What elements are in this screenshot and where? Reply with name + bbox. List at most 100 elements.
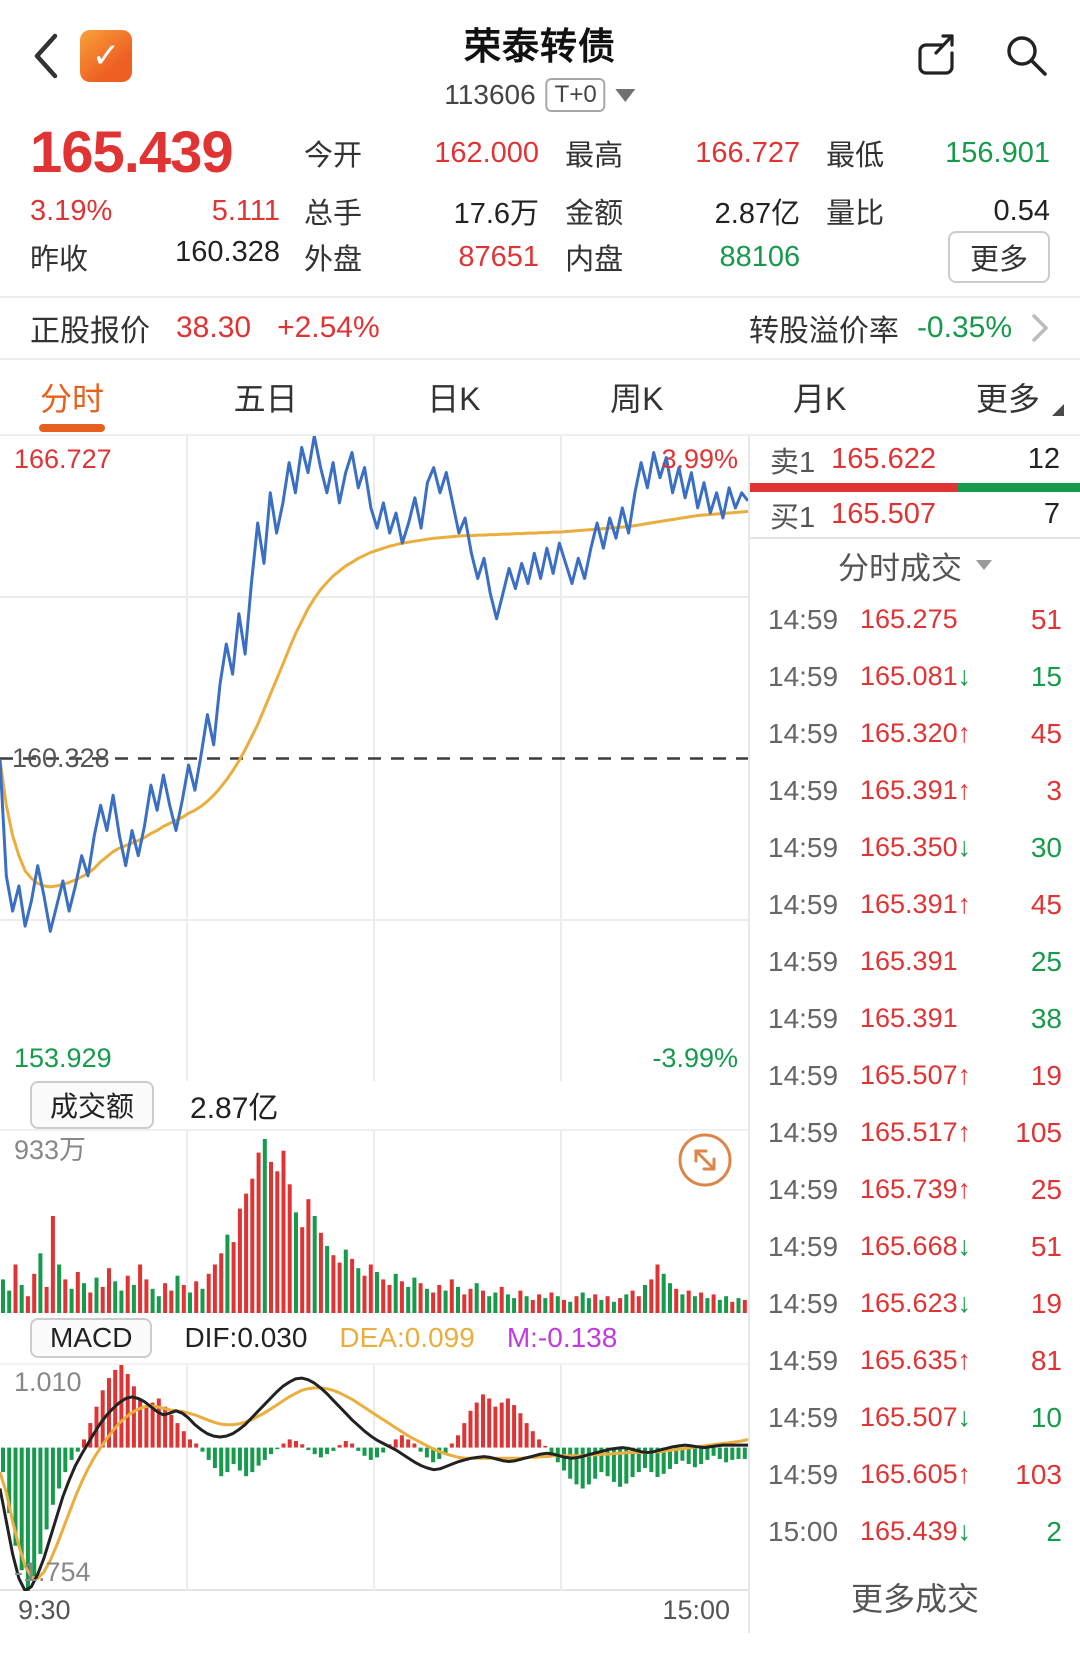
tick-volume: 51 [1030,1230,1062,1262]
tick-list: 14:59 165.275 51 14:59 165.081 ↓ 15 14:59 165.32… [750,591,1080,1560]
macd-indicator-button[interactable]: MACD [30,1318,153,1358]
macd-dea-value: DEA:0.099 [339,1322,475,1353]
search-button[interactable] [1002,31,1050,82]
arrow-up-icon: ↑ [957,1060,972,1090]
tick-volume: 51 [1030,603,1062,635]
tick-time: 15:00 [768,1515,839,1547]
sell-ratio-segment [750,483,958,492]
tick-time: 14:59 [768,1116,839,1148]
label-high: 166.727 [14,444,112,474]
share-icon [918,33,954,75]
volume-chart[interactable]: 933万 [0,1131,748,1313]
more-stats-button[interactable]: 更多 [947,231,1050,283]
chevron-down-icon [976,560,992,570]
tick-row[interactable]: 14:59 165.668 ↓ 51 [750,1218,1080,1275]
tick-row[interactable]: 14:59 165.739 ↑ 25 [750,1161,1080,1218]
tick-time: 14:59 [768,1002,839,1034]
tick-time: 14:59 [768,717,839,749]
macd-svg [0,1365,749,1593]
volume-header: 成交额 2.87亿 [0,1081,748,1131]
arrow-down-icon: ↓ [957,1402,972,1432]
macd-chart[interactable]: 1.010 -1.754 [0,1365,749,1593]
tick-row[interactable]: 14:59 165.605 ↑ 103 [750,1446,1080,1503]
tick-time: 14:59 [768,1344,839,1376]
stat-amount: 金额 2.87亿 [565,198,801,230]
tick-time: 14:59 [768,1230,839,1262]
tick-price: 165.391 [860,1003,958,1033]
stat-high: 最高 166.727 [565,136,801,173]
tick-row[interactable]: 14:59 165.635 ↑ 81 [750,1332,1080,1389]
tick-price: 165.350 [860,832,958,862]
tick-time: 14:59 [768,1059,839,1091]
app-logo-icon[interactable]: ✓ [80,30,132,82]
tick-price: 165.391 [860,946,958,976]
tab-timeshare[interactable]: 分时 [34,360,110,434]
tick-row[interactable]: 14:59 165.391 38 [750,990,1080,1047]
underlying-stock-bar[interactable]: 正股报价 38.30 +2.54% 转股溢价率 -0.35% [0,296,1080,360]
tick-row[interactable]: 14:59 165.391 25 [750,933,1080,990]
prev-close-value: 160.328 [175,236,280,268]
arrow-down-icon: ↓ [957,1288,972,1318]
tick-volume: 2 [1046,1515,1062,1547]
arrow-up-icon: ↑ [957,1117,972,1147]
back-button[interactable] [30,31,60,81]
tab-more[interactable]: 更多 [970,360,1064,434]
stat-volume: 总手 17.6万 [304,198,540,230]
tick-price: 165.439 [860,1516,958,1546]
tab-weekly-k[interactable]: 周K [604,360,669,434]
tick-row[interactable]: 14:59 165.391 ↑ 3 [750,762,1080,819]
tick-row[interactable]: 14:59 165.391 ↑ 45 [750,876,1080,933]
time-axis-start: 9:30 [18,1594,71,1625]
tick-time: 14:59 [768,831,839,863]
app-header: ✓ 荣泰转债 113606 T+0 [0,0,1080,112]
tick-price: 165.391 [860,889,958,919]
tick-volume: 45 [1030,717,1062,749]
tick-volume: 25 [1030,1173,1062,1205]
change-row: 3.19% 5.111 [30,195,280,228]
tick-row[interactable]: 15:00 165.439 ↓ 2 [750,1503,1080,1560]
chart-tabs: 分时 五日 日K 周K 月K 更多 [0,360,1080,436]
timeshare-chart[interactable]: 166.727 3.99% 160.328 153.929 -3.99% [0,434,750,1081]
volume-indicator-button[interactable]: 成交额 [30,1081,155,1129]
security-code-row[interactable]: 113606 T+0 [444,78,636,112]
buy-1-volume: 7 [1043,498,1060,530]
arrow-down-icon: ↓ [957,832,972,862]
underlying-label: 正股报价 [30,315,150,348]
tick-row[interactable]: 14:59 165.623 ↓ 19 [750,1275,1080,1332]
tab-daily-k[interactable]: 日K [421,360,486,434]
arrow-down-icon: ↓ [957,1231,972,1261]
chevron-right-icon [1032,314,1048,342]
tick-price: 165.507 [860,1402,958,1432]
label-volume-max: 933万 [14,1135,87,1165]
label-low-pct: -3.99% [652,1043,738,1073]
header-actions [910,31,1050,82]
tick-row[interactable]: 14:59 165.350 ↓ 30 [750,819,1080,876]
change-percent: 3.19% [30,194,113,227]
expand-icon [678,1133,732,1187]
stat-vol-ratio: 量比 0.54 [826,194,1050,231]
tick-row[interactable]: 14:59 165.507 ↑ 19 [750,1047,1080,1104]
tick-row[interactable]: 14:59 165.517 ↑ 105 [750,1104,1080,1161]
tick-row[interactable]: 14:59 165.507 ↓ 10 [750,1389,1080,1446]
premium-value: -0.35% [916,311,1012,344]
tick-row[interactable]: 14:59 165.081 ↓ 15 [750,648,1080,705]
more-ticks-button[interactable]: 更多成交 [750,1560,1080,1633]
tab-5day[interactable]: 五日 [228,360,304,434]
share-button[interactable] [910,31,958,82]
tab-monthly-k[interactable]: 月K [787,360,852,434]
tick-row[interactable]: 14:59 165.275 51 [750,591,1080,648]
premium-group[interactable]: 转股溢价率 -0.35% [749,306,1050,350]
quote-summary: 165.439 3.19% 5.111 昨收 160.328 今开 162.000… [0,112,1080,296]
tick-volume: 45 [1030,888,1062,920]
label-prev-close: 160.328 [12,743,110,773]
buy-ratio-segment [957,483,1080,492]
arrow-up-icon: ↑ [957,1459,972,1489]
tick-row[interactable]: 14:59 165.320 ↑ 45 [750,705,1080,762]
tick-list-title[interactable]: 分时成交 [750,539,1080,591]
buy-1-row[interactable]: 买1 165.507 7 [750,492,1080,539]
expand-chart-button[interactable] [676,1131,734,1189]
timeshare-svg [0,434,750,1081]
buy-1-price: 165.507 [831,498,936,530]
chevron-down-icon [615,88,636,102]
sell-1-row[interactable]: 卖1 165.622 12 [750,436,1080,483]
